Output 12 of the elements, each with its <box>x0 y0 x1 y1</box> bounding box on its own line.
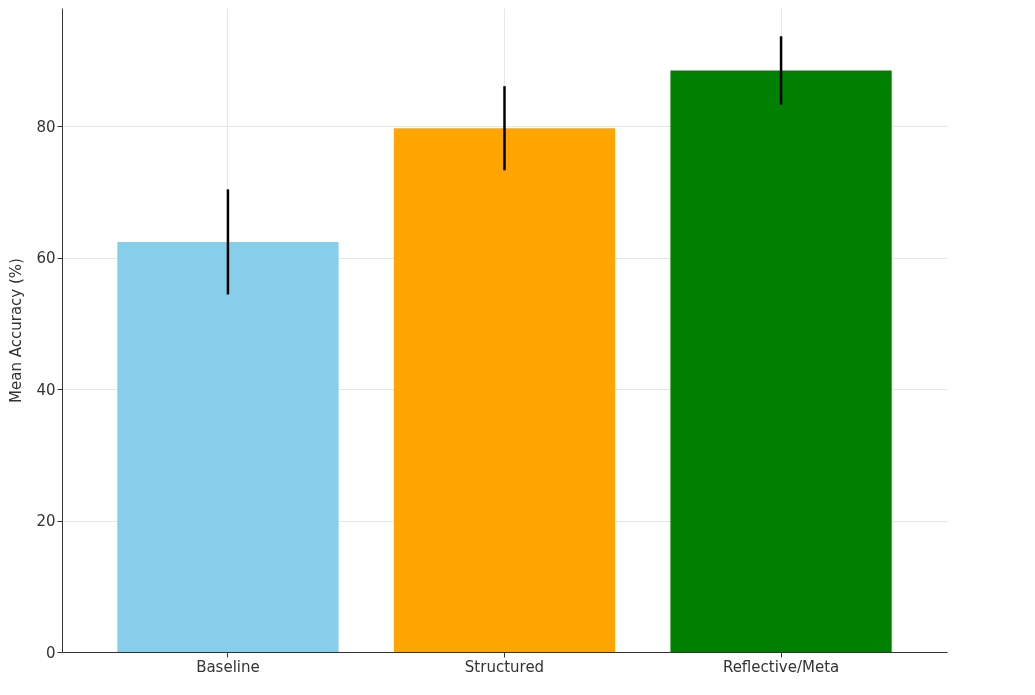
y-tick-label: 40 <box>36 380 56 399</box>
x-tick-label: Reflective/Meta <box>722 657 840 676</box>
x-tick-label: Structured <box>464 657 545 676</box>
bar <box>393 128 616 652</box>
y-tick-label: 0 <box>45 643 56 662</box>
bar <box>670 70 892 652</box>
y-tick-label: 20 <box>36 512 56 531</box>
bar <box>117 241 339 652</box>
y-tick-label: 60 <box>36 249 56 268</box>
y-tick-label: 80 <box>36 117 56 136</box>
x-tick-label: Baseline <box>196 657 260 676</box>
y-axis-title: Mean Accuracy (%) <box>7 258 26 403</box>
